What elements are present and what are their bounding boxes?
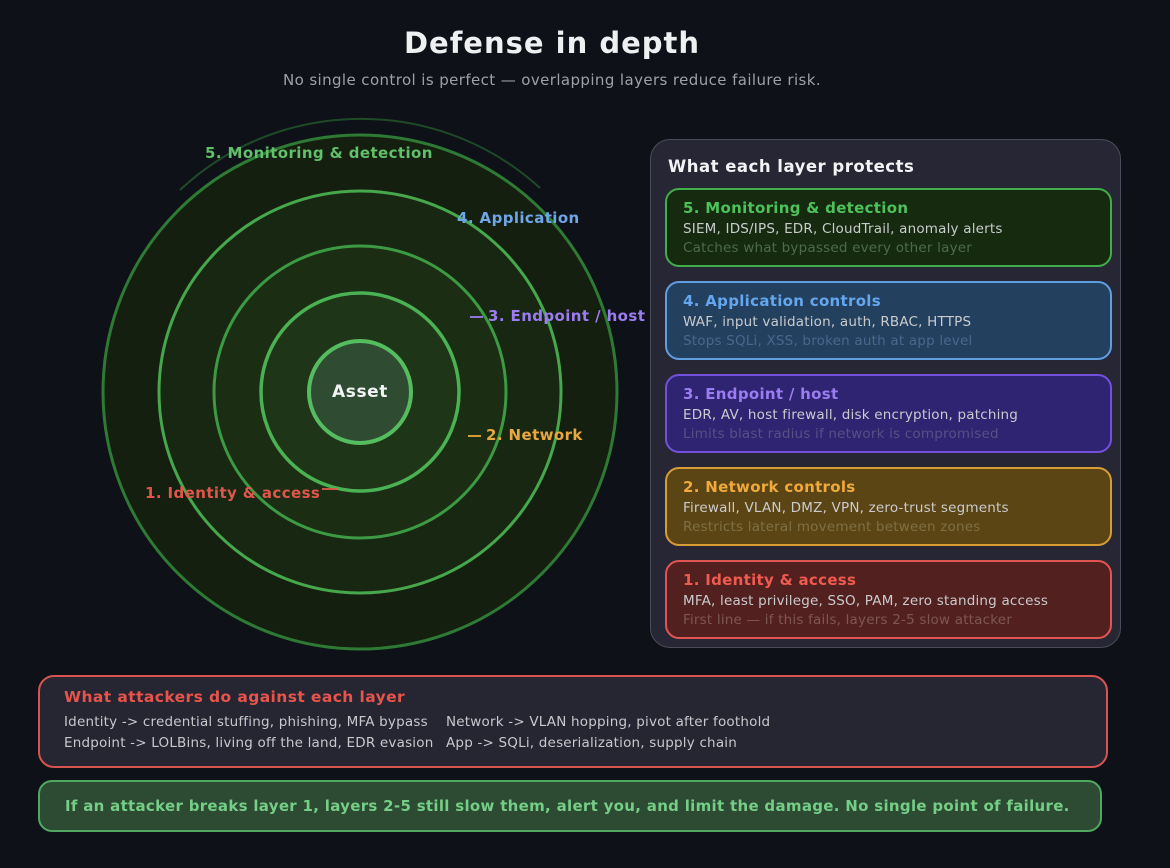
ring-label-network: 2. Network [468,426,583,444]
layer-card-title: 4. Application controls [683,292,881,310]
ring-label-monitoring: 5. Monitoring & detection [205,144,433,162]
layer-card-title: 3. Endpoint / host [683,385,839,403]
defense-rings-diagram [101,117,619,651]
layer-card-note: First line — if this fails, layers 2-5 s… [683,612,1013,628]
attack-mapping-identity: Identity -> credential stuffing, phishin… [64,714,428,730]
ring-label-application: 4. Application [457,209,580,227]
attack-mapping-app: App -> SQLi, deserialization, supply cha… [446,735,737,751]
summary-banner: If an attacker breaks layer 1, layers 2-… [38,780,1102,832]
asset-label: Asset [331,382,389,402]
layer-card-controls: WAF, input validation, auth, RBAC, HTTPS [683,314,972,330]
protects-panel: What each layer protects 5. Monitoring &… [650,139,1121,648]
attack-mapping-endpoint: Endpoint -> LOLBins, living off the land… [64,735,434,751]
attackers-panel: What attackers do against each layer Ide… [38,675,1108,768]
layer-card-identity: 1. Identity & access MFA, least privileg… [665,560,1112,639]
layer-card-note: Stops SQLi, XSS, broken auth at app leve… [683,333,973,349]
attack-mapping-network: Network -> VLAN hopping, pivot after foo… [446,714,771,730]
layer-card-title: 1. Identity & access [683,571,857,589]
layer-card-network: 2. Network controls Firewall, VLAN, DMZ,… [665,467,1112,546]
page-title: Defense in depth [403,26,701,60]
attackers-panel-title: What attackers do against each layer [64,688,406,706]
layer-card-controls: SIEM, IDS/IPS, EDR, CloudTrail, anomaly … [683,221,1003,237]
layer-card-application: 4. Application controls WAF, input valid… [665,281,1112,360]
protects-panel-title: What each layer protects [668,157,915,176]
ring-label-endpoint: 3. Endpoint / host [470,307,645,325]
layer-card-title: 2. Network controls [683,478,856,496]
ring-label-identity: 1. Identity & access [145,484,337,502]
layer-card-note: Catches what bypassed every other layer [683,240,973,256]
header: Defense in depth No single control is pe… [0,26,1104,89]
layer-card-title: 5. Monitoring & detection [683,199,909,217]
layer-card-controls: EDR, AV, host firewall, disk encryption,… [683,407,1019,423]
layer-card-controls: Firewall, VLAN, DMZ, VPN, zero-trust seg… [683,500,1009,516]
page-subtitle: No single control is perfect — overlappi… [282,71,822,89]
layer-card-endpoint: 3. Endpoint / host EDR, AV, host firewal… [665,374,1112,453]
summary-text: If an attacker breaks layer 1, layers 2-… [65,797,1070,815]
layer-card-note: Limits blast radius if network is compro… [683,426,999,442]
attack-mapping-grid: Identity -> credential stuffing, phishin… [64,714,1082,751]
layer-card-note: Restricts lateral movement between zones [683,519,981,535]
layer-card-monitoring: 5. Monitoring & detection SIEM, IDS/IPS,… [665,188,1112,267]
layer-card-controls: MFA, least privilege, SSO, PAM, zero sta… [683,593,1049,609]
